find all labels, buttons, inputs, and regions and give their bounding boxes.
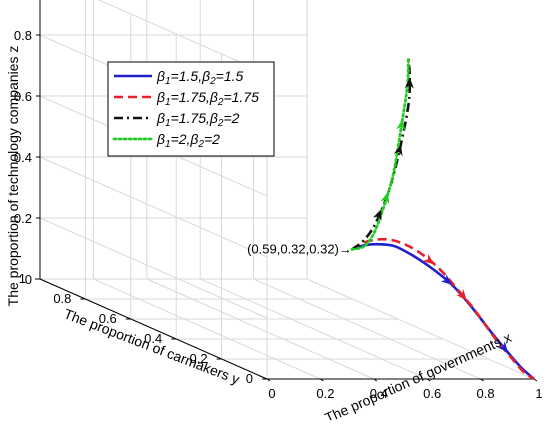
grid-line: [39, 217, 268, 319]
y-tick-label: 0.4: [144, 331, 162, 346]
direction-arrow: [456, 289, 467, 301]
y-tick-label: 0: [246, 371, 253, 386]
x-tick-label: 0.6: [423, 386, 441, 401]
x-tick-label: 0.8: [477, 386, 495, 401]
legend: β1=1.5,β2=1.5 β1=1.75,β2=1.75 β1=1.75,β2=2…: [107, 61, 275, 157]
legend-label-1: β1=1.5,β2=1.5: [156, 68, 244, 87]
tick-labels: 0 0.2 0.4 0.6 0.8 100.20.40.60.8100.20.40.60.…: [14, 28, 543, 401]
direction-arrow: [440, 274, 453, 285]
start-point-arrow-icon: →: [339, 241, 352, 256]
grid-line: [39, 156, 268, 258]
direction-arrow: [404, 77, 414, 89]
annotation: (0.59,0.32,0.32) →: [247, 241, 352, 256]
z-axis-title: The proportion of technology companies z: [5, 46, 21, 307]
direction-arrow: [422, 254, 435, 265]
x-tick-mark: [533, 378, 538, 382]
legend-label-2: β1=1.75,β2=1.75: [156, 89, 259, 108]
z-tick-label: 0.2: [14, 211, 32, 226]
y-axis-line: [39, 278, 268, 380]
x-tick-label: 1: [535, 386, 542, 401]
y-tick-label: 0.2: [190, 351, 208, 366]
x-tick-mark: [373, 378, 378, 382]
x-tick-label: 0.4: [370, 386, 388, 401]
direction-arrow: [373, 209, 382, 221]
x-tick-mark: [426, 378, 431, 382]
y-tick-label: 1: [19, 271, 26, 286]
grid-line: [199, 278, 428, 380]
grid-line: [253, 278, 481, 380]
series-line-4: [350, 57, 410, 251]
direction-arrow: [380, 192, 390, 204]
y-axis-title: The proportion of carmakers y: [62, 305, 242, 387]
axes: [35, 0, 538, 382]
z-tick-label: 0: [25, 272, 32, 287]
direction-arrows: [373, 77, 509, 353]
x-axis-title: The proportion of governments x: [322, 329, 513, 420]
x-tick-label: 0.2: [316, 386, 334, 401]
direction-arrow: [396, 118, 406, 131]
legend-label-4: β1=2,β2=2: [156, 131, 220, 150]
z-tick-label: 0.4: [14, 150, 32, 165]
direction-arrow: [393, 144, 403, 157]
z-tick-label: 0.8: [14, 28, 32, 43]
x-tick-mark: [266, 378, 271, 382]
grid-line: [97, 0, 268, 75]
y-tick-label: 0.8: [53, 291, 71, 306]
z-tick-label: 0.6: [14, 89, 32, 104]
x-tick-mark: [320, 378, 324, 382]
legend-label-3: β1=1.75,β2=2: [156, 110, 240, 129]
grid-line: [146, 278, 375, 380]
grid-line: [306, 278, 535, 380]
direction-arrow: [497, 341, 509, 353]
x-tick-mark: [480, 378, 484, 382]
series-line-1: [351, 242, 535, 380]
start-point-annotation: (0.59,0.32,0.32): [247, 241, 339, 256]
x-tick-label: 0: [268, 386, 275, 401]
y-tick-label: 0.6: [99, 311, 117, 326]
